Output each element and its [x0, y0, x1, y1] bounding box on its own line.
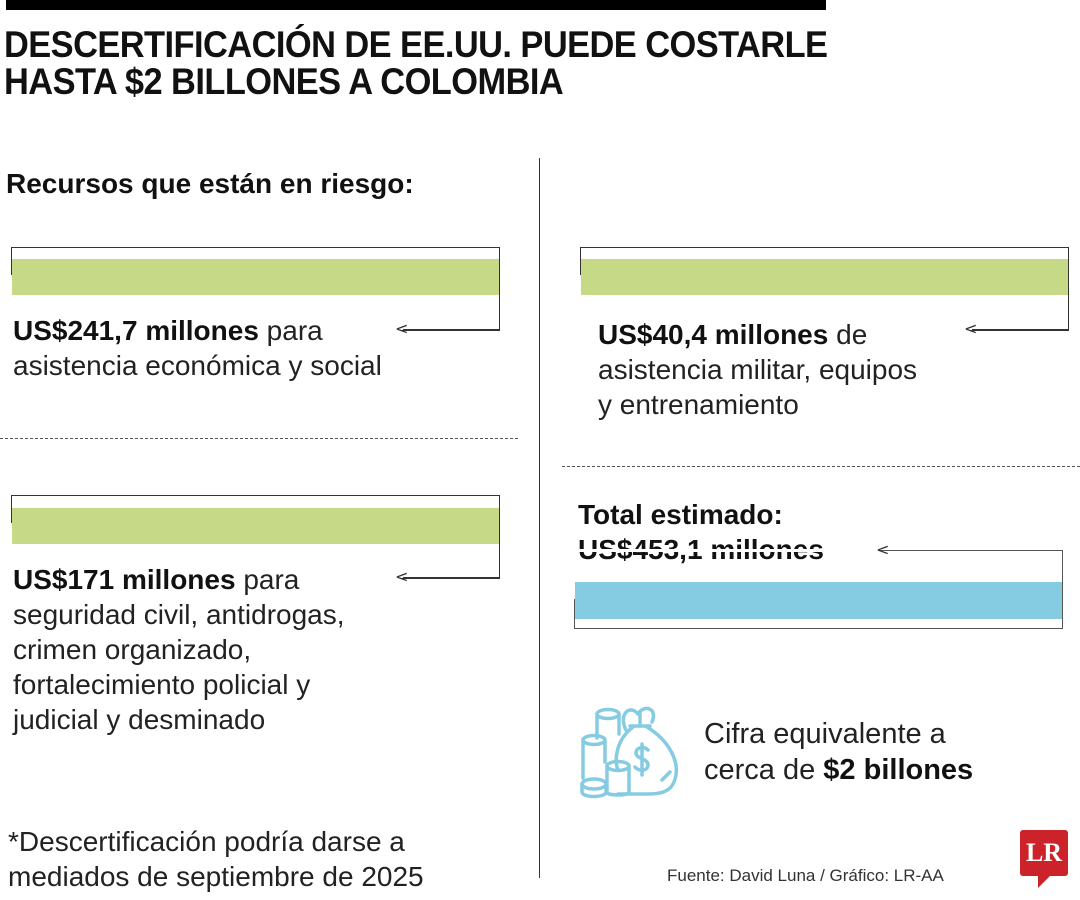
arrow-line [972, 329, 1069, 330]
lr-logo-tail [1038, 876, 1050, 888]
column-divider [539, 158, 540, 878]
bracket-left-tick [574, 599, 575, 628]
item-amount: US$40,4 millones [598, 319, 829, 350]
equivalent-amount: $2 billones [823, 754, 974, 786]
arrow-line [403, 329, 500, 330]
item-amount: US$171 millones [13, 564, 236, 595]
bracket-mask [580, 330, 970, 332]
section-subtitle: Recursos que están en riesgo: [6, 168, 414, 199]
bracket-left-tick [11, 495, 12, 523]
item-description-line: seguridad civil, antidrogas, [13, 599, 345, 630]
total-label: Total estimado: [578, 499, 783, 530]
arrow-left-icon: < [395, 319, 409, 338]
footnote: *Descertificación podría darse a mediado… [8, 824, 424, 894]
equivalent-prefix: cerca de [704, 754, 824, 786]
footnote-line-2: mediados de septiembre de 2025 [8, 861, 424, 892]
equivalent-line-1: Cifra equivalente a [704, 718, 946, 750]
money-bag-coins-icon [580, 706, 678, 799]
arrow-line [403, 577, 500, 578]
footnote-line-1: *Descertificación podría darse a [8, 826, 405, 857]
bar-military-assistance [581, 259, 1068, 295]
total-text: Total estimado: US$453,1 millones [578, 497, 1058, 567]
bar-civil-security [12, 508, 499, 544]
dashed-separator [0, 438, 518, 439]
item-text: US$40,4 millones de asistencia militar, … [598, 317, 1068, 422]
item-connector: para [235, 564, 300, 595]
item-description-line: crimen organizado, [13, 634, 252, 665]
bracket-mask [11, 578, 401, 580]
arrow-left-icon: < [395, 567, 409, 586]
bracket-left-tick [11, 247, 12, 275]
item-amount: US$241,7 millones [13, 315, 259, 346]
page-title: DESCERTIFICACIÓN DE EE.UU. PUEDE COSTARL… [4, 26, 841, 100]
bracket-mask [574, 549, 879, 552]
bar-economic-assistance [12, 259, 499, 295]
item-text: US$171 millones para seguridad civil, an… [13, 562, 483, 737]
item-description-line: asistencia económica y social [13, 350, 382, 381]
arrow-left-icon: < [876, 540, 890, 559]
title-line-2: HASTA $2 BILLONES A COLOMBIA [4, 61, 564, 102]
bracket-left-tick [580, 247, 581, 275]
dashed-separator [562, 466, 1080, 467]
lr-logo: LR [1020, 830, 1068, 876]
bar-total [575, 582, 1062, 619]
arrow-left-icon: < [964, 319, 978, 338]
source-credit: Fuente: David Luna / Gráfico: LR-AA [667, 866, 944, 885]
item-description-line: fortalecimiento policial y [13, 669, 311, 700]
item-connector: de [828, 319, 868, 350]
item-connector: para [258, 315, 323, 346]
item-description-line: y entrenamiento [598, 389, 799, 420]
item-description-line: asistencia militar, equipos [598, 354, 918, 385]
top-rule [6, 0, 826, 10]
bracket-mask [11, 330, 401, 332]
item-description-line: judicial y desminado [13, 704, 266, 735]
item-text: US$241,7 millones para asistencia económ… [13, 313, 483, 383]
title-line-1: DESCERTIFICACIÓN DE EE.UU. PUEDE COSTARL… [4, 24, 828, 65]
equivalent-text: Cifra equivalente a cerca de $2 billones [704, 716, 1064, 788]
